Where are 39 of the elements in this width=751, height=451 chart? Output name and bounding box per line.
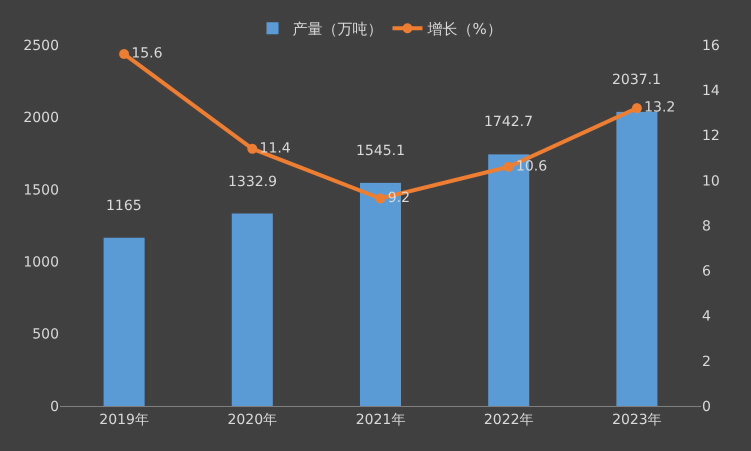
y2-tick-label: 2 bbox=[702, 354, 711, 370]
y2-tick-label: 0 bbox=[702, 398, 711, 415]
data-label: 9.2 bbox=[388, 190, 410, 206]
y2-tick-label: 8 bbox=[702, 218, 711, 234]
x-tick-label: 2023年 bbox=[612, 412, 662, 428]
y-tick-label: 2500 bbox=[23, 38, 59, 54]
y2-tick-label: 6 bbox=[702, 264, 711, 280]
point bbox=[504, 162, 514, 172]
y2-tick-label: 14 bbox=[702, 83, 720, 100]
bar bbox=[616, 112, 658, 406]
x-tick-label: 2021年 bbox=[356, 412, 406, 428]
point bbox=[119, 49, 130, 60]
y2-tick-label: 10 bbox=[702, 173, 720, 190]
legend-label: 产量（万吨） bbox=[292, 20, 382, 38]
data-label: 1165 bbox=[106, 198, 142, 214]
y-tick-label: 2000 bbox=[23, 110, 59, 126]
y2-tick-label: 12 bbox=[702, 128, 720, 144]
y-tick-label: 1500 bbox=[23, 182, 59, 198]
x-tick-label: 2019年 bbox=[99, 412, 149, 428]
data-label: 15.6 bbox=[131, 46, 163, 62]
data-label: 13.2 bbox=[644, 100, 676, 116]
data-label: 1742.7 bbox=[484, 114, 533, 130]
y2-tick-label: 16 bbox=[702, 38, 720, 54]
point bbox=[632, 103, 642, 114]
point bbox=[376, 193, 386, 204]
data-label: 1545.1 bbox=[356, 143, 405, 159]
y2-tick-label: 4 bbox=[702, 308, 711, 325]
y-tick-label: 0 bbox=[50, 398, 59, 415]
point bbox=[247, 144, 258, 154]
x-tick-label: 2020年 bbox=[227, 412, 278, 428]
legend-label: 增长（%） bbox=[426, 20, 502, 38]
y-tick-label: 1000 bbox=[23, 254, 59, 270]
y-tick-label: 500 bbox=[32, 326, 59, 343]
x-tick-label: 2022年 bbox=[484, 412, 534, 428]
data-label: 2037.1 bbox=[612, 72, 661, 88]
data-label: 11.4 bbox=[260, 140, 291, 156]
data-label: 1332.9 bbox=[228, 174, 277, 190]
bar bbox=[104, 238, 145, 406]
bar bbox=[232, 214, 273, 406]
